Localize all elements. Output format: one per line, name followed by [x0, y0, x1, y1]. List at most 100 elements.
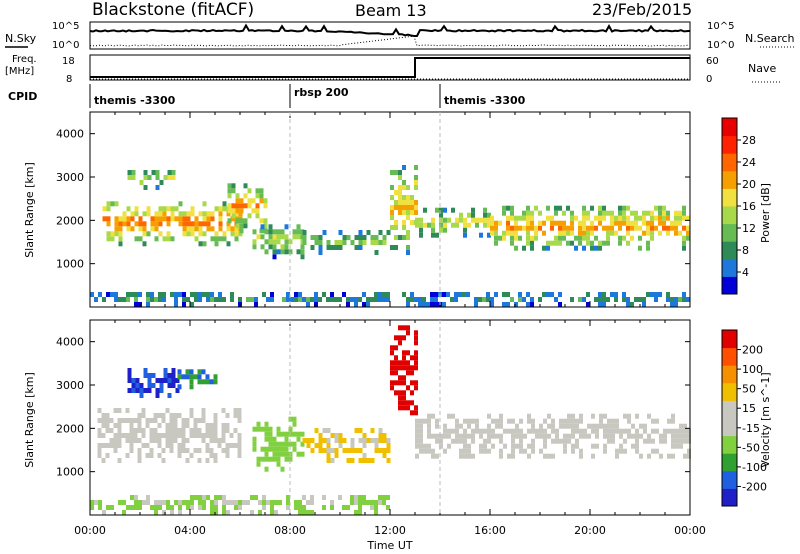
heatmap-cell [531, 443, 535, 449]
heatmap-cell [523, 433, 527, 439]
heatmap-cell [386, 505, 390, 510]
heatmap-cell [288, 426, 293, 432]
heatmap-cell [514, 235, 518, 241]
heatmap-cell [318, 235, 323, 240]
heatmap-cell [106, 231, 111, 237]
heatmap-cell [177, 374, 182, 380]
heatmap-cell [259, 218, 264, 224]
heatmap-cell [406, 297, 410, 302]
heatmap-cell [378, 230, 383, 235]
heatmap-cell [210, 297, 214, 302]
heatmap-cell [113, 433, 118, 438]
heatmap-cell [318, 433, 323, 438]
heatmap-cell [322, 438, 327, 443]
heatmap-cell [562, 220, 566, 226]
heatmap-cell [478, 297, 482, 302]
heatmap-cell [238, 500, 242, 505]
heatmap-cell [159, 378, 164, 383]
heatmap-cell [218, 297, 222, 302]
heatmap-cell [594, 297, 598, 302]
heatmap-cell [623, 438, 627, 444]
heatmap-cell [394, 245, 398, 250]
heatmap-cell [623, 413, 627, 419]
heatmap-cell [126, 206, 131, 212]
heatmap-cell [603, 448, 607, 454]
heatmap-cell [294, 297, 298, 302]
heatmap-cell [350, 443, 355, 448]
heatmap-cell [646, 210, 650, 216]
heatmap-cell [415, 418, 419, 424]
heatmap-cell [268, 229, 273, 235]
heatmap-cell [153, 428, 158, 433]
heatmap-cell [555, 428, 559, 434]
heatmap-cell [142, 231, 147, 237]
heatmap-cell [386, 458, 391, 463]
heatmap-cell [526, 230, 530, 236]
heatmap-cell [610, 210, 614, 216]
heatmap-cell [101, 458, 106, 463]
heatmap-cell [159, 388, 164, 393]
heatmap-cell [547, 423, 551, 429]
heatmap-cell [182, 211, 187, 217]
heatmap-cell [146, 495, 150, 500]
heatmap-cell [280, 431, 285, 437]
heatmap-cell [239, 228, 244, 234]
heatmap-cell [302, 230, 307, 235]
power-ylabel: Slant Range [km] [23, 162, 36, 258]
heatmap-cell [146, 292, 150, 297]
heatmap-cell [205, 423, 210, 428]
heatmap-cell [181, 438, 186, 443]
heatmap-cell [251, 198, 256, 204]
heatmap-cell [114, 221, 119, 227]
heatmap-cell [442, 292, 446, 297]
heatmap-cell [639, 423, 643, 429]
heatmap-cell [402, 200, 406, 205]
heatmap-cell [455, 423, 459, 429]
heatmap-cell [459, 217, 463, 223]
heatmap-cell [682, 225, 686, 231]
heatmap-cell [631, 423, 635, 429]
heatmap-cell [97, 418, 102, 423]
heatmap-cell [280, 229, 285, 235]
heatmap-cell [626, 225, 630, 231]
heatmap-cell [185, 369, 190, 375]
heatmap-cell [526, 225, 530, 231]
heatmap-cell [202, 495, 206, 500]
heatmap-cell [603, 413, 607, 419]
heatmap-cell [222, 206, 227, 212]
heatmap-cell [218, 226, 223, 232]
heatmap-cell [182, 221, 187, 227]
heatmap-cell [334, 240, 339, 245]
heatmap-cell [431, 232, 435, 238]
heatmap-cell [190, 302, 194, 307]
heatmap-cell [490, 297, 494, 302]
heatmap-cell [162, 292, 166, 297]
heatmap-cell [182, 226, 187, 232]
heatmap-cell [182, 297, 186, 302]
heatmap-cell [479, 428, 483, 434]
heatmap-cell [502, 230, 506, 236]
heatmap-cell [150, 216, 155, 222]
heatmap-cell [151, 383, 156, 388]
heatmap-cell [166, 500, 170, 505]
heatmap-cell [630, 235, 634, 241]
heatmap-cell [386, 443, 391, 448]
heatmap-cell [218, 495, 222, 500]
heatmap-cell [296, 229, 301, 235]
heatmap-cell [494, 240, 498, 246]
heatmap-cell [526, 292, 530, 297]
heatmap-cell [118, 226, 123, 232]
heatmap-cell [618, 215, 622, 221]
heatmap-cell [570, 297, 574, 302]
heatmap-cell [206, 226, 211, 232]
heatmap-cell [394, 205, 398, 210]
heatmap-cell [338, 297, 342, 302]
heatmap-cell [173, 423, 178, 428]
heatmap-cell [655, 428, 659, 434]
heatmap-cell [130, 292, 134, 297]
heatmap-cell [471, 438, 475, 444]
heatmap-cell [498, 220, 502, 226]
heatmap-cell [221, 438, 226, 443]
